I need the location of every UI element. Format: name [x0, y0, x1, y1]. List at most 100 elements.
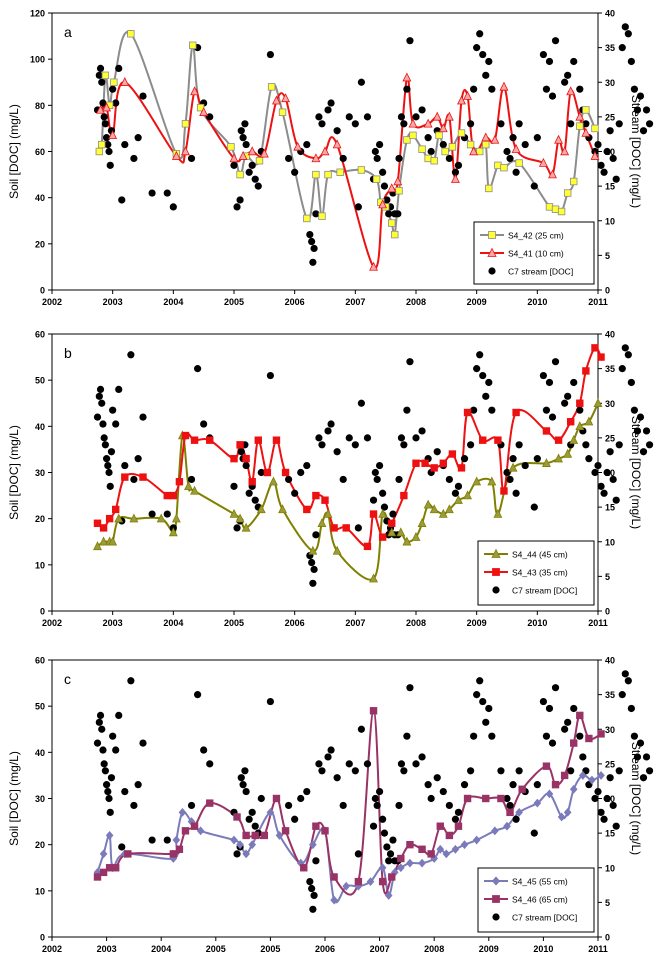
stream-point	[427, 794, 435, 803]
x-tick-label: 2011	[588, 618, 608, 628]
stream-point	[451, 489, 460, 497]
series-line-1	[96, 346, 602, 548]
stream-point	[561, 399, 569, 407]
series-marker-0	[190, 485, 200, 495]
stream-point	[96, 385, 105, 393]
stream-point	[548, 92, 557, 100]
series-marker-0	[105, 831, 114, 840]
series-marker-0	[312, 170, 320, 179]
stream-point	[101, 120, 109, 128]
stream-point	[570, 704, 578, 713]
stream-point	[369, 496, 378, 504]
stream-point	[454, 808, 463, 816]
series-marker-1	[303, 505, 311, 514]
stream-point	[395, 475, 403, 484]
stream-point	[357, 399, 365, 407]
stream-point	[627, 378, 635, 387]
stream-point	[139, 413, 147, 421]
series-marker-1	[254, 436, 262, 444]
stream-point	[400, 441, 408, 449]
series-marker-0	[515, 807, 523, 817]
series-marker-1	[175, 845, 184, 853]
stream-point	[451, 815, 460, 823]
y-right-tick-label: 15	[605, 829, 615, 839]
series-marker-0	[388, 219, 396, 227]
stream-point	[237, 127, 245, 135]
stream-point	[103, 781, 111, 789]
stream-point	[488, 406, 496, 414]
series-marker-1	[120, 77, 130, 86]
stream-point	[239, 781, 247, 789]
stream-point	[597, 161, 605, 169]
series-marker-1	[105, 864, 114, 872]
series-marker-0	[387, 527, 397, 537]
series-marker-0	[545, 203, 554, 211]
stream-point	[485, 704, 493, 713]
series-marker-0	[557, 812, 566, 822]
y-right-tick-label: 10	[605, 537, 615, 547]
series-marker-0	[396, 527, 406, 537]
stream-point	[470, 406, 478, 414]
stream-point	[454, 161, 463, 169]
stream-point	[609, 475, 617, 484]
stream-point	[615, 441, 623, 449]
stream-point	[118, 196, 126, 204]
y-left-tick-label: 40	[35, 748, 45, 758]
series-marker-0	[482, 140, 490, 149]
stream-point	[567, 120, 575, 128]
stream-point	[109, 85, 117, 93]
stream-point	[134, 134, 142, 142]
stream-point	[445, 801, 453, 810]
stream-point	[606, 774, 614, 782]
series-marker-1	[463, 90, 473, 100]
stream-point	[609, 154, 617, 163]
series-marker-0	[570, 177, 578, 186]
series-marker-0	[172, 835, 181, 845]
x-tick-label: 2009	[467, 297, 487, 307]
series-marker-1	[597, 730, 605, 738]
stream-point	[371, 468, 379, 477]
stream-point	[618, 691, 626, 699]
stream-point	[603, 794, 611, 803]
series-marker-0	[99, 849, 108, 859]
series-marker-1	[229, 153, 239, 163]
series-marker-0	[181, 120, 190, 128]
stream-point	[285, 154, 293, 163]
series-marker-1	[378, 199, 388, 209]
series-marker-1	[542, 427, 551, 435]
stream-point	[291, 815, 299, 823]
series-marker-1	[457, 95, 466, 105]
stream-point	[394, 210, 402, 218]
legend: S4_42 (25 cm) S4_41 (10 cm) C7 stream [DOC…	[473, 221, 595, 285]
series-marker-0	[460, 840, 469, 850]
panel-label: a	[64, 24, 72, 40]
stream-point	[412, 113, 420, 121]
x-tick-label: 2003	[97, 944, 117, 952]
stream-point	[187, 154, 196, 163]
stream-point	[567, 767, 575, 775]
stream-point	[251, 175, 259, 183]
stream-point	[103, 455, 111, 463]
series-marker-1	[427, 850, 435, 858]
series-marker-0	[278, 504, 287, 514]
series-marker-0	[196, 826, 205, 836]
series-marker-0	[457, 129, 466, 137]
series-marker-0	[242, 849, 250, 859]
series-marker-0	[423, 499, 433, 509]
y-right-tick-label: 0	[605, 286, 610, 296]
stream-point	[303, 461, 311, 470]
stream-point	[357, 78, 365, 86]
series-marker-0	[330, 895, 338, 905]
series-marker-1	[591, 344, 599, 352]
stream-point	[418, 427, 426, 435]
stream-point	[169, 203, 177, 211]
series-marker-0	[472, 835, 481, 845]
stream-point	[357, 725, 365, 733]
series-marker-1	[378, 533, 387, 541]
stream-point	[101, 767, 109, 775]
stream-point	[564, 392, 572, 400]
stream-point	[445, 475, 453, 484]
series-marker-1	[163, 491, 171, 500]
stream-point	[645, 120, 654, 128]
stream-point	[630, 732, 639, 740]
